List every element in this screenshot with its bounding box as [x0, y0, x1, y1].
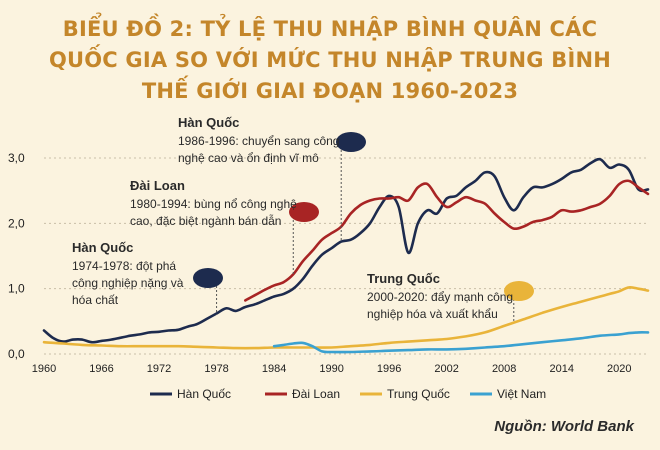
legend-item-trung-quoc: Trung Quốc	[360, 387, 450, 401]
x-tick-label: 1978	[204, 363, 228, 375]
series-line-viet-nam	[272, 331, 650, 354]
x-tick-label: 2002	[434, 363, 458, 375]
chart-title-line-1: BIỂU ĐỒ 2: TỶ LỆ THU NHẬP BÌNH QUÂN CÁC	[62, 17, 598, 41]
annotation-marker	[289, 202, 319, 222]
annotation-taiwan1980: Đài Loan 1980-1994: bùng nổ công nghệ cao,…	[130, 178, 319, 275]
x-tick-label: 1984	[262, 363, 286, 375]
legend-label: Trung Quốc	[387, 387, 450, 401]
x-tick-label: 2020	[607, 363, 631, 375]
annotation-text: cao, đặc biệt ngành bán dẫn	[130, 213, 281, 228]
annotation-marker	[336, 132, 366, 152]
series-line-han-quoc	[42, 157, 650, 344]
annotation-marker	[193, 268, 223, 288]
source-note: Nguồn: World Bank	[494, 418, 634, 435]
x-tick-label: 2014	[549, 363, 573, 375]
annotation-text: 1986-1996: chuyển sang công	[178, 134, 339, 148]
legend-item-dai-loan: Đài Loan	[265, 387, 340, 401]
x-tick-label: 1972	[147, 363, 171, 375]
x-tick-label: 1990	[319, 363, 343, 375]
x-tick-label: 2008	[492, 363, 516, 375]
annotation-text: nghệ cao và ổn định vĩ mô	[178, 151, 319, 165]
annotation-text: 2000-2020: đẩy mạnh công	[367, 290, 513, 304]
y-tick-label: 0,0	[8, 347, 25, 361]
annotation-text: 1974-1978: đột phá	[72, 259, 176, 273]
y-tick-label: 2,0	[8, 216, 25, 230]
annotation-china2000: Trung Quốc 2000-2020: đẩy mạnh công nghiệp…	[367, 271, 534, 323]
annotation-heading: Hàn Quốc	[178, 115, 239, 130]
annotation-text: nghiệp hóa và xuất khẩu	[367, 307, 498, 321]
legend-item-han-quoc: Hàn Quốc	[150, 387, 231, 401]
x-tick-label: 1960	[32, 363, 56, 375]
annotation-text: công nghiệp nặng và	[72, 276, 184, 290]
annotation-marker	[504, 281, 534, 301]
legend-label: Việt Nam	[497, 387, 546, 401]
annotation-heading: Hàn Quốc	[72, 240, 133, 255]
x-tick-label: 1996	[377, 363, 401, 375]
legend-item-viet-nam: Việt Nam	[470, 387, 546, 401]
chart-title: BIỂU ĐỒ 2: TỶ LỆ THU NHẬP BÌNH QUÂN CÁC …	[40, 14, 620, 107]
chart-title-line-3: THẾ GIỚI GIAI ĐOẠN 1960-2023	[141, 79, 519, 103]
series-line-trung-quoc	[42, 285, 650, 350]
annotation-korea1974: Hàn Quốc 1974-1978: đột phá công nghiệp nặ…	[72, 240, 223, 315]
annotation-text: hóa chất	[72, 293, 119, 307]
series-line-dai-loan	[244, 179, 650, 302]
annotation-heading: Đài Loan	[130, 178, 185, 193]
y-tick-label: 3,0	[8, 151, 25, 165]
legend-label: Hàn Quốc	[177, 387, 231, 401]
legend-label: Đài Loan	[292, 387, 340, 401]
annotation-heading: Trung Quốc	[367, 271, 440, 286]
y-tick-label: 1,0	[8, 282, 25, 296]
chart-title-line-2: QUỐC GIA SO VỚI MỨC THU NHẬP TRUNG BÌNH	[48, 48, 612, 72]
annotation-korea1986: Hàn Quốc 1986-1996: chuyển sang công nghệ …	[178, 115, 366, 242]
annotation-text: 1980-1994: bùng nổ công nghệ	[130, 197, 297, 211]
x-tick-label: 1966	[89, 363, 113, 375]
